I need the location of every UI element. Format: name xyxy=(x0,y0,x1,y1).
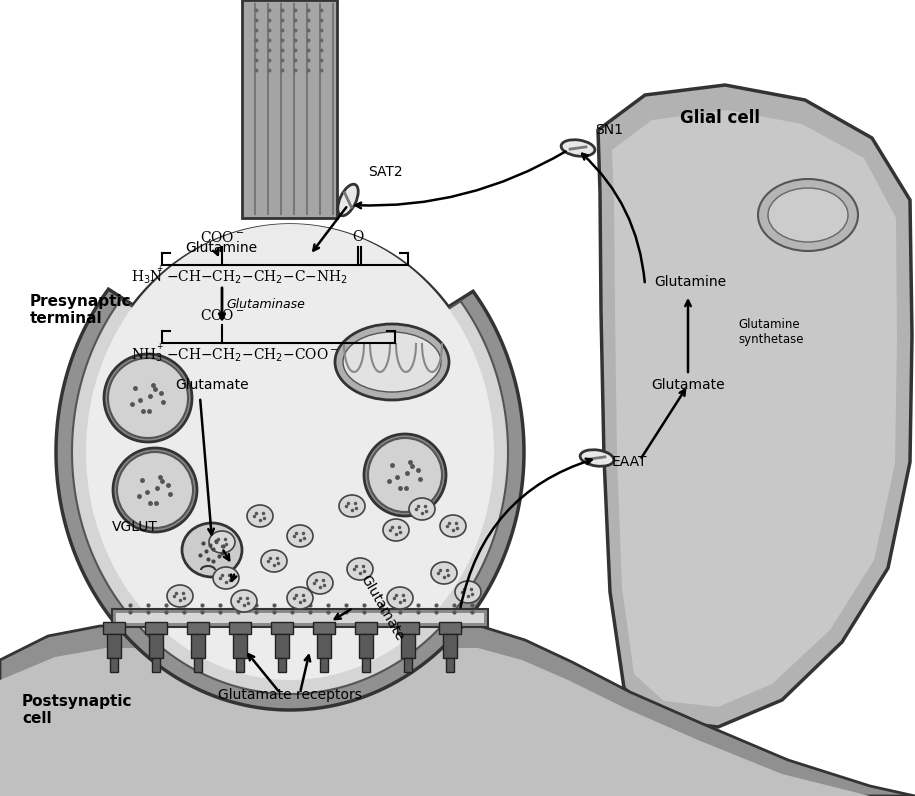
Ellipse shape xyxy=(347,558,373,580)
Polygon shape xyxy=(72,239,508,694)
Ellipse shape xyxy=(431,562,457,584)
Polygon shape xyxy=(401,634,415,658)
Ellipse shape xyxy=(335,324,449,400)
Text: Glutamine: Glutamine xyxy=(654,275,727,289)
Ellipse shape xyxy=(440,515,466,537)
Polygon shape xyxy=(229,622,251,634)
Ellipse shape xyxy=(368,438,442,512)
Text: O: O xyxy=(352,230,363,244)
Polygon shape xyxy=(110,658,118,672)
Text: $^+$: $^+$ xyxy=(156,264,165,274)
Polygon shape xyxy=(362,658,370,672)
Text: COO$^-$: COO$^-$ xyxy=(199,229,244,244)
Text: Glutamine
synthetase: Glutamine synthetase xyxy=(738,318,803,346)
Polygon shape xyxy=(116,613,484,623)
Ellipse shape xyxy=(561,140,595,156)
Ellipse shape xyxy=(387,587,413,609)
Text: EAAT: EAAT xyxy=(612,455,648,469)
Ellipse shape xyxy=(364,434,446,516)
Polygon shape xyxy=(320,658,328,672)
Text: Glutamine: Glutamine xyxy=(185,241,257,255)
Text: COO$^-$: COO$^-$ xyxy=(199,307,244,322)
Polygon shape xyxy=(103,622,125,634)
Text: Glutamate: Glutamate xyxy=(175,378,249,392)
Polygon shape xyxy=(313,622,335,634)
Ellipse shape xyxy=(338,184,358,216)
Polygon shape xyxy=(152,658,160,672)
Polygon shape xyxy=(191,634,205,658)
Polygon shape xyxy=(149,634,163,658)
Polygon shape xyxy=(145,622,167,634)
Ellipse shape xyxy=(307,572,333,594)
Text: $-$CH$-$CH$_2$$-$CH$_2$$-$COO$^-$: $-$CH$-$CH$_2$$-$CH$_2$$-$COO$^-$ xyxy=(166,346,339,364)
Polygon shape xyxy=(439,622,461,634)
Polygon shape xyxy=(107,634,121,658)
Polygon shape xyxy=(355,622,377,634)
Text: Glutamate: Glutamate xyxy=(358,572,407,643)
Polygon shape xyxy=(275,634,289,658)
Ellipse shape xyxy=(261,550,287,572)
Ellipse shape xyxy=(580,450,614,466)
Ellipse shape xyxy=(213,567,239,589)
Ellipse shape xyxy=(209,531,235,553)
Polygon shape xyxy=(233,634,247,658)
Ellipse shape xyxy=(117,452,193,528)
Text: $^+$: $^+$ xyxy=(156,342,165,352)
Ellipse shape xyxy=(339,495,365,517)
Ellipse shape xyxy=(409,498,435,520)
Ellipse shape xyxy=(247,505,273,527)
Text: SAT2: SAT2 xyxy=(368,165,403,179)
Polygon shape xyxy=(56,225,524,710)
Polygon shape xyxy=(0,626,915,796)
Text: $-$CH$-$CH$_2$$-$CH$_2$$-$C$-$NH$_2$: $-$CH$-$CH$_2$$-$CH$_2$$-$C$-$NH$_2$ xyxy=(166,268,348,286)
Text: H$_3$N: H$_3$N xyxy=(131,268,163,286)
Polygon shape xyxy=(271,622,293,634)
Polygon shape xyxy=(187,622,209,634)
Ellipse shape xyxy=(182,523,242,577)
Text: VGLUT: VGLUT xyxy=(113,520,158,534)
Polygon shape xyxy=(242,0,337,218)
Ellipse shape xyxy=(768,188,848,242)
Text: Glutamate receptors: Glutamate receptors xyxy=(218,688,362,702)
Polygon shape xyxy=(443,634,457,658)
Ellipse shape xyxy=(108,358,188,438)
Polygon shape xyxy=(278,658,286,672)
Polygon shape xyxy=(359,634,373,658)
Polygon shape xyxy=(446,658,454,672)
Ellipse shape xyxy=(287,587,313,609)
Text: SN1: SN1 xyxy=(595,123,623,137)
Text: Presynaptic
terminal: Presynaptic terminal xyxy=(30,294,132,326)
Text: Glial cell: Glial cell xyxy=(680,109,760,127)
Ellipse shape xyxy=(758,179,858,251)
Text: Postsynaptic
cell: Postsynaptic cell xyxy=(22,694,133,726)
Polygon shape xyxy=(404,658,412,672)
Ellipse shape xyxy=(343,332,441,392)
Polygon shape xyxy=(112,609,488,627)
Ellipse shape xyxy=(167,585,193,607)
Text: Glutamate: Glutamate xyxy=(651,378,725,392)
Polygon shape xyxy=(317,634,331,658)
Ellipse shape xyxy=(287,525,313,547)
Ellipse shape xyxy=(113,448,197,532)
Polygon shape xyxy=(194,658,202,672)
Polygon shape xyxy=(397,622,419,634)
Polygon shape xyxy=(612,110,897,707)
Polygon shape xyxy=(598,85,912,727)
Ellipse shape xyxy=(104,354,192,442)
Polygon shape xyxy=(236,658,244,672)
Text: NH$_3$: NH$_3$ xyxy=(131,346,163,364)
Text: Glutaminase: Glutaminase xyxy=(226,298,305,311)
Ellipse shape xyxy=(455,581,481,603)
Polygon shape xyxy=(86,224,494,680)
Ellipse shape xyxy=(231,590,257,612)
Ellipse shape xyxy=(383,519,409,541)
Polygon shape xyxy=(0,648,915,796)
